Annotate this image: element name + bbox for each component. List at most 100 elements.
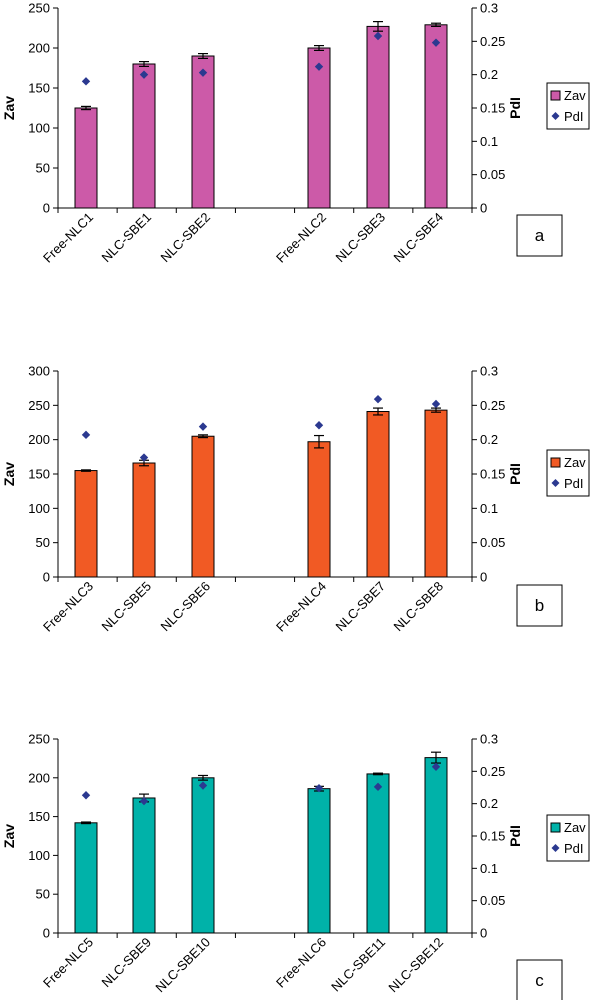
bar-nlc-sbe3 [366,25,390,209]
bar-nlc-sbe9 [132,797,156,934]
legend-swatch-zav [550,457,561,468]
bar-free-nlc6 [307,788,331,934]
left-tick-label: 100 [28,848,50,863]
left-tick-label: 200 [28,41,50,56]
left-tick-label: 150 [28,809,50,824]
category-label: NLC-SBE9 [99,935,155,991]
right-tick-label: 0 [480,570,487,585]
chart-panel-b: 0 50 100 150 200 250 300 0 0.05 0.1 0.15 0.2 0.25 0.3… [1,364,590,635]
pdi-point-nlc-sbe6 [198,422,208,431]
right-tick-label: 0.05 [480,535,505,550]
category-label: Free-NLC1 [40,210,96,266]
bar-nlc-sbe1 [132,63,156,209]
legend-swatch-zav [550,822,561,833]
pdi-point-nlc-sbe11 [373,782,383,792]
category-label: NLC-SBE6 [158,579,214,635]
legend-label-zav: Zav [564,455,586,470]
pdi-point-nlc-sbe1 [139,70,149,79]
right-tick-label: 0.1 [480,501,498,516]
bar-nlc-sbe7 [366,411,390,578]
pdi-point-nlc-sbe2 [198,68,208,77]
left-tick-label: 100 [28,501,50,516]
left-tick-label: 0 [43,926,50,941]
left-tick-label: 200 [28,770,50,785]
bar-nlc-sbe11 [366,773,390,934]
y2-axis-title: PdI [507,463,523,485]
bar-nlc-sbe2 [191,55,215,209]
chart-panel-c: 0 50 100 150 200 250 0 0.05 0.1 0.15 0.2 0.25 0.3 Zav… [1,732,590,1000]
category-label: NLC-SBE1 [99,210,155,266]
chart-panel-a: 0 50 100 150 200 250 0 0.05 0.1 0.15 0.2 0.25 0.3 Zav… [1,1,590,266]
legend-swatch-pdi [551,479,560,487]
right-tick-label: 0.05 [480,167,505,182]
bar-nlc-sbe5 [132,462,156,578]
right-tick-label: 0.3 [480,1,498,16]
pdi-point-nlc-sbe12 [431,762,441,772]
legend-label-zav: Zav [564,88,586,103]
y-axis-title: Zav [1,462,17,486]
bar-nlc-sbe8 [424,409,448,578]
right-tick-label: 0.2 [480,432,498,447]
left-tick-label: 50 [36,161,50,176]
right-tick-label: 0.15 [480,101,505,116]
panel-label: b [535,596,544,615]
category-label: NLC-SBE4 [391,210,447,266]
category-label: NLC-SBE11 [328,935,388,995]
left-tick-label: 100 [28,121,50,136]
bar-nlc-sbe4 [424,24,448,209]
left-tick-label: 250 [28,398,50,413]
legend-swatch-pdi [551,112,560,120]
right-tick-label: 0 [480,926,487,941]
pdi-point-nlc-sbe10 [198,781,208,790]
y-axis-title: Zav [1,96,17,120]
category-label: NLC-SBE12 [385,935,446,996]
legend-label-pdi: PdI [564,476,584,491]
right-tick-label: 0 [480,201,487,216]
category-label: Free-NLC5 [40,935,96,991]
pdi-point-free-nlc2 [314,62,324,71]
right-tick-label: 0.1 [480,861,498,876]
legend-label-pdi: PdI [564,109,584,124]
right-tick-label: 0.05 [480,893,505,908]
panel-label-box [516,959,563,1000]
right-tick-label: 0.25 [480,764,505,779]
right-tick-label: 0.2 [480,796,498,811]
legend-label-pdi: PdI [564,841,584,856]
bar-free-nlc1 [74,107,98,209]
category-label: NLC-SBE2 [158,210,214,266]
bar-free-nlc2 [307,47,331,209]
pdi-point-nlc-sbe3 [373,31,383,41]
right-tick-label: 0.25 [480,398,505,413]
right-tick-label: 0.3 [480,732,498,747]
bar-free-nlc4 [307,441,331,578]
right-tick-label: 0.1 [480,134,498,149]
pdi-point-nlc-sbe7 [373,394,383,404]
right-tick-label: 0.15 [480,829,505,844]
bar-nlc-sbe10 [191,777,215,934]
category-label: NLC-SBE3 [333,210,389,266]
right-tick-label: 0.15 [480,467,505,482]
pdi-point-free-nlc1 [81,77,91,86]
panel-label-box [516,214,563,257]
right-tick-label: 0.3 [480,364,498,379]
panel-label: a [535,226,545,245]
left-tick-label: 200 [28,432,50,447]
pdi-point-free-nlc4 [314,421,324,430]
category-label: Free-NLC2 [273,210,329,266]
category-label: NLC-SBE7 [333,579,389,635]
pdi-point-nlc-sbe8 [431,399,441,409]
left-tick-label: 150 [28,467,50,482]
bar-nlc-sbe6 [191,435,215,578]
category-label: NLC-SBE10 [152,935,213,996]
pdi-point-free-nlc6 [314,783,324,793]
bar-nlc-sbe12 [424,757,448,934]
y-axis-title: Zav [1,824,17,848]
category-label: Free-NLC3 [40,579,96,635]
right-tick-label: 0.2 [480,67,498,82]
pdi-point-nlc-sbe5 [139,453,149,462]
legend-box [546,814,590,862]
bar-free-nlc3 [74,470,98,578]
left-tick-label: 50 [36,535,50,550]
left-tick-label: 300 [28,364,50,379]
